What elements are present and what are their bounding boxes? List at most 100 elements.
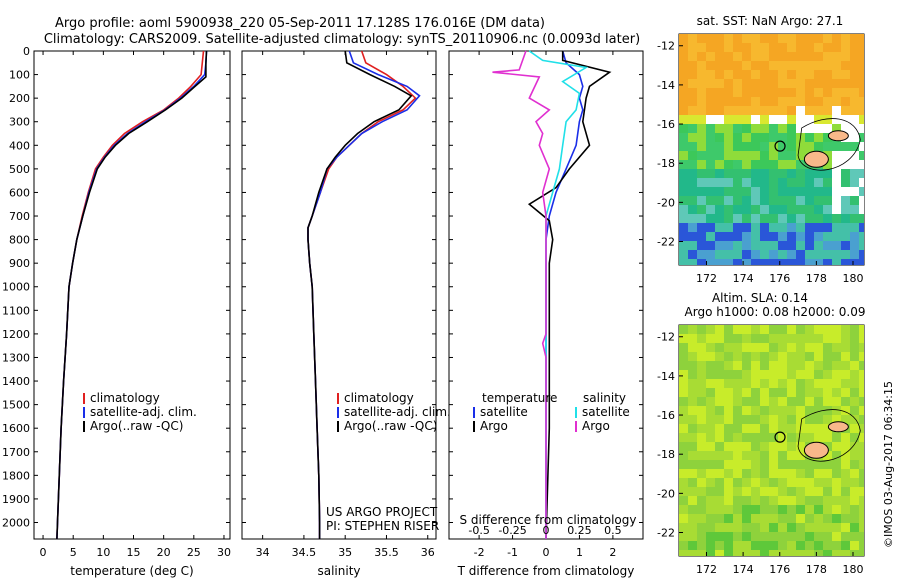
map-cell (706, 124, 715, 133)
map-cell (796, 325, 805, 334)
map-cell (742, 505, 751, 514)
map-cell (688, 325, 697, 334)
map-cell (805, 415, 814, 424)
map-cell (688, 442, 697, 451)
map-cell (841, 478, 850, 487)
map-cell (832, 487, 841, 496)
map-cell (823, 259, 832, 265)
map-cell (859, 124, 864, 133)
map-cell (769, 388, 778, 397)
map-cell (805, 541, 814, 550)
map-cell (769, 460, 778, 469)
map-cell (796, 415, 805, 424)
map-cell (706, 496, 715, 505)
map-cell (814, 505, 823, 514)
map-cell (724, 178, 733, 187)
map-cell (679, 79, 688, 88)
map-cell (679, 415, 688, 424)
map-cell (787, 487, 796, 496)
salinity-panel: 34 34.5 35 35.5 36 salinity climatologysatelli… (241, 50, 451, 578)
map-cell (751, 469, 760, 478)
map-cell (841, 250, 850, 259)
map-cell (697, 196, 706, 205)
map-cell (688, 106, 697, 115)
map-cell (841, 115, 850, 124)
map-cell (724, 424, 733, 433)
map-cell (760, 406, 769, 415)
map-cell (688, 388, 697, 397)
y-tick-label: 2000 (2, 516, 30, 529)
map-cell (742, 196, 751, 205)
map-cell (751, 232, 760, 241)
map-cell (697, 232, 706, 241)
map-cell (859, 214, 864, 223)
map-cell (850, 388, 859, 397)
map-cell (859, 241, 864, 250)
map-cell (769, 250, 778, 259)
map-cell (760, 487, 769, 496)
map-cell (787, 523, 796, 532)
map-cell (697, 88, 706, 97)
map-cell (760, 460, 769, 469)
map-cell (823, 352, 832, 361)
map-cell (796, 79, 805, 88)
map-cell (814, 241, 823, 250)
map-cell (841, 361, 850, 370)
map-cell (841, 397, 850, 406)
map-cell (688, 541, 697, 550)
map-cell (841, 370, 850, 379)
map-cell (724, 370, 733, 379)
map-cell (805, 478, 814, 487)
map-cell (859, 460, 864, 469)
map-cell (742, 115, 751, 124)
map-cell (805, 70, 814, 79)
x-tick-label: 15 (127, 546, 141, 559)
map-cell (778, 34, 787, 43)
map-cell (688, 523, 697, 532)
map-cell (841, 325, 850, 334)
map-cell (706, 361, 715, 370)
map-cell (697, 415, 706, 424)
map-cell (751, 343, 760, 352)
map-cell (805, 169, 814, 178)
map-cell (832, 169, 841, 178)
map-cell (787, 151, 796, 160)
map-cell (859, 79, 864, 88)
map-cell (823, 124, 832, 133)
map-cell (679, 160, 688, 169)
map-cell (805, 106, 814, 115)
map-cell (769, 424, 778, 433)
map-cell (769, 88, 778, 97)
map-cell (751, 205, 760, 214)
legend-group-salinity: salinity (583, 391, 626, 405)
map-cell (733, 61, 742, 70)
map-cell (751, 259, 760, 265)
map-y-tick-label: -18 (657, 448, 675, 461)
map-cell (688, 259, 697, 265)
map-cell (769, 532, 778, 541)
map-cell (787, 388, 796, 397)
map-cell (796, 232, 805, 241)
map-cell (796, 388, 805, 397)
map-cell (751, 415, 760, 424)
map-cell (751, 133, 760, 142)
map-cell (706, 532, 715, 541)
map-cell (706, 43, 715, 52)
map-cell (841, 514, 850, 523)
map-cell (805, 241, 814, 250)
map-cell (742, 406, 751, 415)
map-cell (697, 34, 706, 43)
map-cell (823, 370, 832, 379)
map-cell (832, 478, 841, 487)
map-cell (787, 469, 796, 478)
map-cell (706, 460, 715, 469)
map-cell (679, 205, 688, 214)
map-cell (679, 550, 688, 556)
map-cell (805, 406, 814, 415)
map-cell (688, 178, 697, 187)
map-cell (697, 334, 706, 343)
map-cell (796, 433, 805, 442)
map-cell (742, 187, 751, 196)
map-cell (859, 151, 864, 160)
map-cell (715, 70, 724, 79)
